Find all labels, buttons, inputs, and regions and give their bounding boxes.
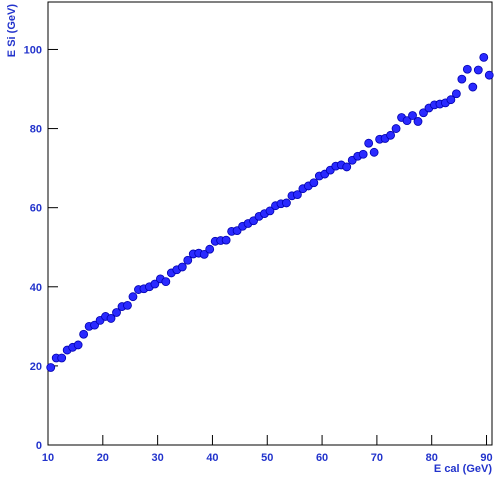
x-tick-label: 20 [97,452,109,464]
point [177,262,187,272]
point [386,130,395,140]
point [468,82,478,92]
point [79,329,89,339]
point [484,70,494,80]
point [73,340,83,350]
point [364,138,374,148]
point [479,52,489,62]
point [106,314,116,323]
point [462,64,472,74]
point [309,178,319,188]
y-tick-label: 40 [30,282,42,294]
point [419,108,428,118]
y-tick-label: 100 [24,44,42,56]
point [46,363,56,372]
point [150,279,160,289]
point [183,255,193,265]
y-tick-label: 0 [36,440,42,452]
point [265,206,275,216]
plot-frame [47,1,493,446]
point [408,111,417,120]
point [128,292,138,302]
point [457,74,467,84]
y-tick-label: 20 [30,361,42,373]
point [342,162,352,172]
point [358,149,368,159]
point [221,235,231,245]
y-axis-label: E Si (GeV) [6,4,18,58]
x-tick-label: 80 [426,452,438,464]
point [446,95,456,105]
x-tick-label: 30 [152,452,164,464]
point [161,277,171,287]
y-tick-label: 80 [30,124,42,136]
x-tick-label: 50 [261,452,273,464]
point [391,124,401,133]
x-axis-label: E cal (GeV) [434,463,492,475]
point [451,89,461,99]
x-tick-label: 70 [371,452,383,464]
point [90,320,99,330]
x-tick-label: 40 [206,452,218,464]
point [112,308,121,317]
point [402,116,412,126]
point [369,147,379,157]
point [473,65,483,75]
point [205,244,215,254]
point [57,353,67,363]
point [282,198,291,208]
point [199,249,209,259]
x-tick-label: 90 [480,452,492,464]
point [413,117,423,126]
point [123,300,132,310]
x-tick-label: 10 [42,452,54,464]
x-tick-label: 60 [316,452,328,464]
y-tick-label: 60 [30,203,42,215]
point [293,190,302,200]
